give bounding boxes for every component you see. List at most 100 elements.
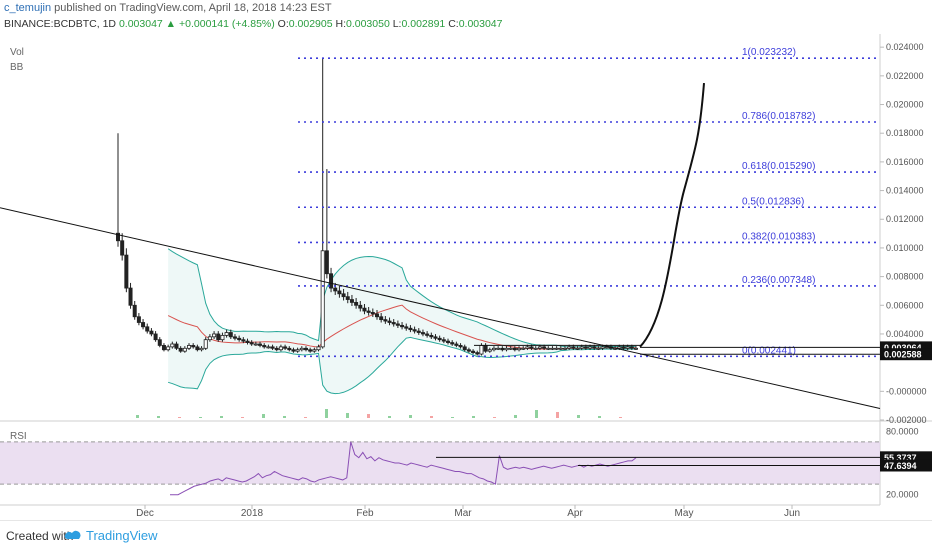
volume-bar [157,416,160,418]
candle [374,313,379,318]
published-text: published on TradingView.com, April 18, … [54,2,332,14]
fib-level-label[interactable]: 0.236(0.007348) [742,275,815,286]
volume-bar [430,416,433,418]
candle [312,349,317,352]
volume-bar [283,416,286,418]
candle [249,342,254,345]
candle [161,345,166,351]
volume-bar [325,409,328,418]
candle [483,345,488,352]
candle [400,324,405,328]
candle [174,343,179,349]
candle [191,345,196,348]
bollinger-lower-line [167,336,636,395]
price-tick-label: 0.010000 [886,243,924,253]
candle [182,347,187,352]
rsi-tick-label: 80.0000 [886,426,919,436]
volume-bar [409,415,412,418]
candle [120,240,125,256]
candle [634,347,639,350]
candle [562,347,567,350]
candle [195,346,200,351]
volume-bar [619,417,622,418]
volume-bar [367,414,370,418]
time-tick-label: Dec [136,508,154,519]
candle [299,347,304,351]
change-arrow-icon: ▲ [165,18,177,30]
volume-bar [262,414,265,418]
rsi-highlight-label: 55.3737 [884,453,917,463]
high-value: 0.003050 [345,18,390,30]
candle [404,326,409,329]
candle [496,347,501,350]
last-price: 0.003047 [118,18,163,30]
fib-level-label[interactable]: 0(0.002441) [742,345,796,356]
time-tick-label: Apr [567,508,583,519]
candle [241,339,246,342]
candle [629,346,634,349]
trendline-resistance [0,207,881,410]
candle [145,326,150,332]
candle [245,340,250,343]
time-tick-label: May [675,508,694,519]
fib-level-label[interactable]: 0.5(0.012836) [742,196,804,207]
candle [345,296,350,300]
candle [521,347,526,350]
candle [425,333,430,336]
symbol-label: BINANCE:BCDBTC, 1D [4,18,117,30]
candle [491,347,496,351]
candle [446,340,451,343]
rsi-highlight-box [880,459,932,472]
candle [316,346,321,351]
vol-indicator-label[interactable]: Vol [10,47,24,58]
bb-indicator-label[interactable]: BB [10,62,24,73]
author-link[interactable]: c_temujin [4,2,52,14]
candle [136,316,141,323]
candle [617,346,622,349]
fib-level-label[interactable]: 0.786(0.018782) [742,111,815,122]
fib-level-label[interactable]: 1(0.023232) [742,47,796,58]
candle [429,334,434,338]
candle [462,346,467,351]
tradingview-brand[interactable]: TradingView [86,528,158,543]
candle [228,332,233,338]
candle [621,346,626,349]
candle [124,254,129,289]
volume-bar [514,415,517,418]
volume-bar [199,417,202,418]
candle [383,319,388,322]
fib-level-label[interactable]: 0.382(0.010383) [742,231,815,242]
time-tick-label: Jun [784,508,800,519]
candle [487,349,492,352]
candle [412,329,417,332]
candle [203,339,208,349]
candle [349,299,354,303]
price-tick-label: 0.008000 [886,272,924,282]
bollinger-band-fill [168,248,636,394]
candle [170,343,175,348]
rsi-line [170,441,637,496]
candle [391,322,396,325]
price-tick-label: 0.022000 [886,71,924,81]
candle [529,346,534,349]
candle [266,346,271,349]
price-tick-label: -0.002000 [886,415,927,425]
candle [567,346,572,349]
candle [362,307,367,312]
rsi-band-fill [0,441,880,485]
candle [132,304,137,318]
candle [604,346,609,349]
candle [216,333,221,341]
candle [466,349,471,352]
price-chart[interactable]: Dec 2018 Feb Mar Apr May Jun 0.024000 0.022000 0.… [0,0,932,520]
candle [337,290,342,295]
rsi-indicator-label[interactable]: RSI [10,431,27,442]
close-label: C: [448,18,459,30]
fib-level-label[interactable]: 0.618(0.015290) [742,161,815,172]
open-value: 0.002905 [288,18,333,30]
low-value: 0.002891 [401,18,446,30]
candle [287,347,292,351]
price-tick-label: 0.020000 [886,100,924,110]
volume-bar [178,417,181,418]
projection-curve [639,82,705,348]
